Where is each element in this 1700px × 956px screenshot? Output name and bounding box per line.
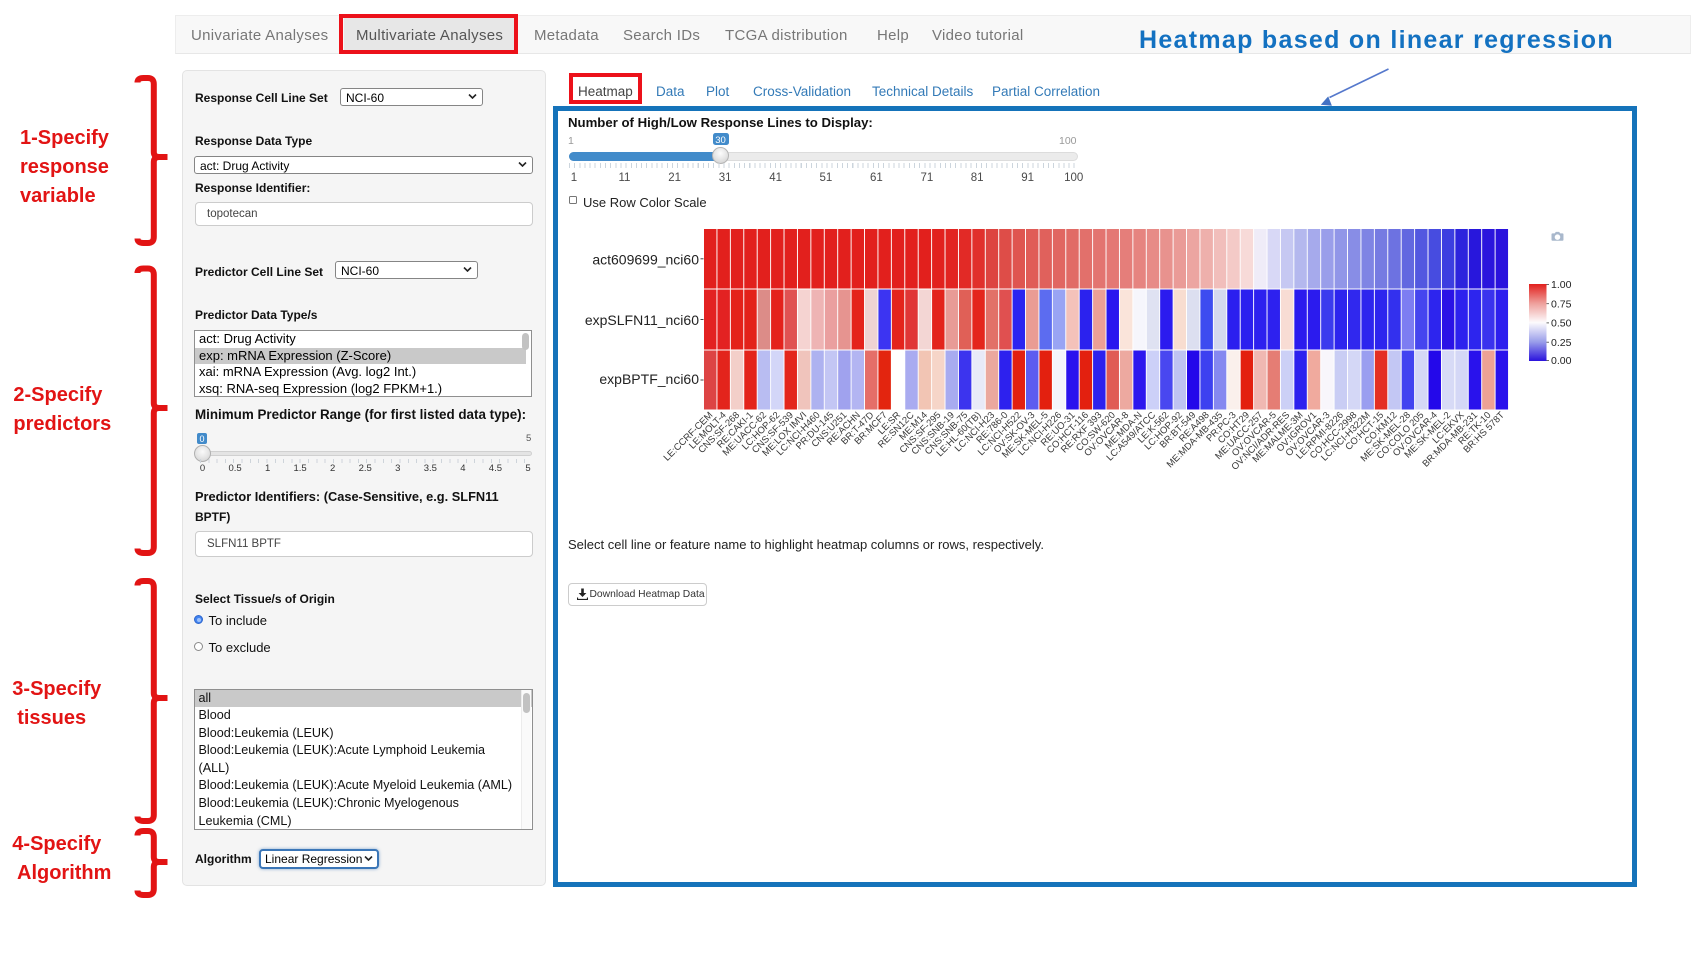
svg-text:0.75: 0.75 [1551, 298, 1572, 310]
svg-text:expSLFN11_nci60: expSLFN11_nci60 [585, 312, 699, 328]
svg-text:0.25: 0.25 [1551, 337, 1572, 349]
svg-text:expBPTF_nci60: expBPTF_nci60 [599, 371, 699, 387]
svg-text:0.00: 0.00 [1551, 355, 1572, 367]
svg-text:act609699_nci60: act609699_nci60 [592, 251, 699, 267]
svg-text:0.50: 0.50 [1551, 318, 1572, 330]
svg-text:1.00: 1.00 [1551, 279, 1572, 291]
